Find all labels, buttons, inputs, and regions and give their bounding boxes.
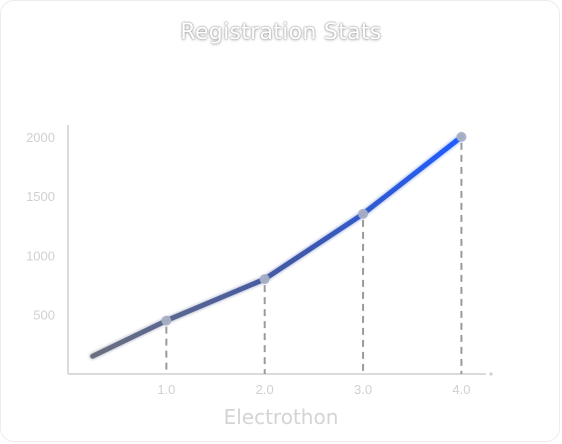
y-tick-labels: 500 1000 1500 2000 xyxy=(26,130,55,323)
x-tick-labels: 1.0 2.0 3.0 4.0 xyxy=(157,382,470,397)
series-line xyxy=(90,134,464,359)
x-tick-label: 4.0 xyxy=(452,382,470,397)
y-tick-label: 1000 xyxy=(26,248,55,263)
y-tick-label: 2000 xyxy=(26,130,55,145)
series-line-glow xyxy=(89,133,465,360)
y-tick-label: 1500 xyxy=(26,189,55,204)
data-point[interactable] xyxy=(161,315,172,326)
x-axis-end-dot xyxy=(489,372,493,376)
drop-lines xyxy=(165,142,463,374)
data-point[interactable] xyxy=(358,208,369,219)
data-point[interactable] xyxy=(259,274,270,285)
x-tick-label: 3.0 xyxy=(354,382,372,397)
data-point[interactable] xyxy=(456,131,467,142)
axes xyxy=(67,125,493,376)
x-tick-label: 1.0 xyxy=(157,382,175,397)
chart-title: Registration Stats xyxy=(180,20,382,45)
x-axis-title: Electrothon xyxy=(224,405,339,429)
series-layer xyxy=(89,133,465,360)
y-tick-label: 500 xyxy=(33,308,55,323)
x-tick-label: 2.0 xyxy=(256,382,274,397)
markers-layer xyxy=(161,131,467,326)
